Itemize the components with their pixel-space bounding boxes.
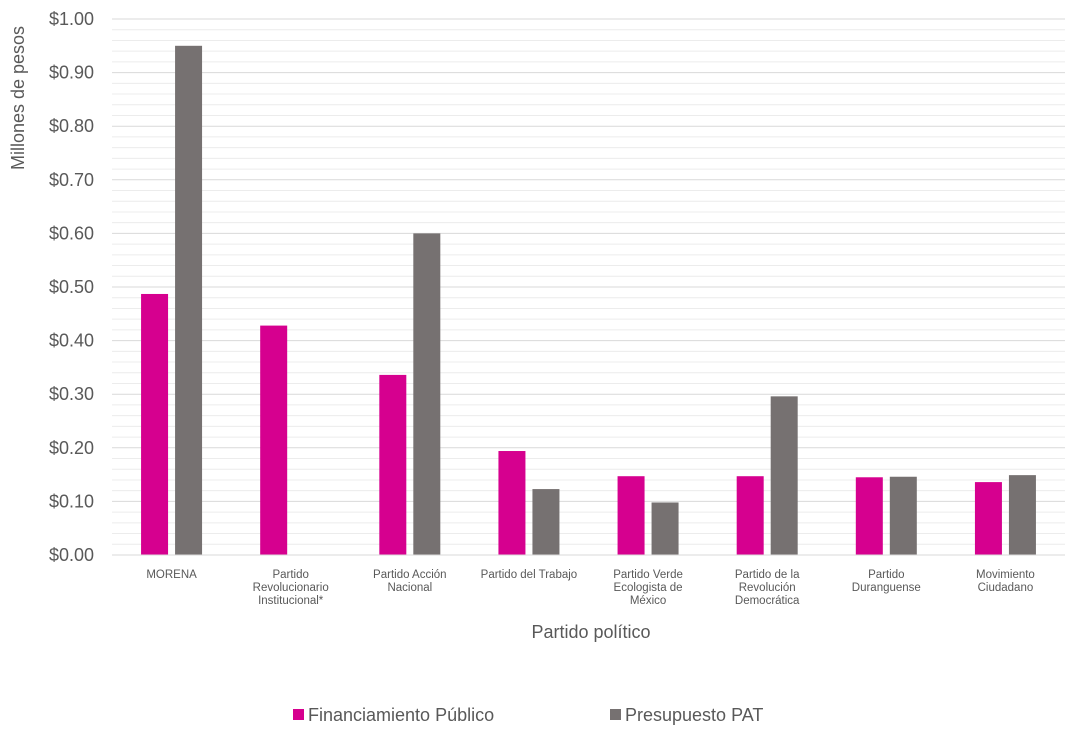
x-tick-label-line: Partido de la: [735, 569, 800, 581]
bar-presupuesto-2: [413, 233, 441, 555]
x-tick-label: Partido del Trabajo: [481, 569, 578, 581]
x-tick-label-line: Ciudadano: [978, 582, 1034, 594]
x-tick-label-line: Revolución: [739, 582, 796, 594]
x-tick-label-line: Ecologista de: [614, 582, 683, 594]
x-tick-label: Partido Revolucionario Institucional*: [253, 569, 329, 607]
x-tick-label: Partido Acción Nacional: [373, 569, 447, 594]
y-tick-label: $1.00: [49, 9, 94, 29]
bar-presupuesto-7: [1008, 475, 1036, 555]
bars: [141, 45, 1036, 556]
x-tick-label-line: México: [630, 595, 666, 607]
x-tick-label-line: Nacional: [387, 582, 432, 594]
y-tick-label: $0.40: [49, 331, 94, 351]
y-axis-tick-labels: $0.00 $0.10 $0.20 $0.30 $0.40 $0.50 $0.60 $0.70…: [49, 9, 94, 565]
bar-financiamiento-7: [974, 482, 1002, 555]
x-tick-label: Movimiento Ciudadano: [976, 569, 1035, 594]
x-tick-label-line: Partido: [868, 569, 904, 581]
y-tick-label: $0.70: [49, 170, 94, 190]
bar-presupuesto-5: [770, 396, 798, 555]
bar-financiamiento-4: [617, 476, 645, 555]
x-tick-label: Partido Verde Ecologista de México: [613, 569, 683, 607]
legend-swatch-1: [610, 709, 621, 720]
x-tick-label-line: Movimiento: [976, 569, 1035, 581]
y-tick-label: $0.80: [49, 116, 94, 136]
x-tick-label-line: Revolucionario: [253, 582, 329, 594]
x-tick-label-line: MORENA: [146, 569, 197, 581]
y-tick-label: $0.60: [49, 223, 94, 243]
x-tick-label-line: Partido Acción: [373, 569, 447, 581]
x-tick-label: Partido Duranguense: [852, 569, 921, 594]
x-tick-label-line: Democrática: [735, 595, 800, 607]
x-tick-label: MORENA: [146, 569, 197, 581]
y-tick-label: $0.50: [49, 277, 94, 297]
y-tick-label: $0.10: [49, 491, 94, 511]
y-tick-label: $0.30: [49, 384, 94, 404]
bar-financiamiento-5: [736, 476, 764, 555]
legend-label-0: Financiamiento Público: [308, 705, 494, 725]
gridlines: [112, 18, 1065, 556]
x-tick-label-line: Partido del Trabajo: [481, 569, 578, 581]
bar-presupuesto-4: [651, 502, 679, 555]
bar-financiamiento-0: [141, 293, 169, 555]
x-tick-label-line: Partido Verde: [613, 569, 683, 581]
bar-financiamiento-3: [498, 451, 526, 555]
bar-presupuesto-0: [175, 45, 203, 556]
bar-presupuesto-6: [889, 476, 917, 555]
x-tick-label-line: Partido: [272, 569, 308, 581]
x-tick-label-line: Duranguense: [852, 582, 921, 594]
x-tick-label: Partido de la Revolución Democrática: [735, 569, 800, 607]
x-axis-tick-labels: MORENA Partido Revolucionario Institucional…: [146, 569, 1035, 607]
legend-label-1: Presupuesto PAT: [625, 705, 763, 725]
bar-presupuesto-3: [532, 489, 560, 555]
bar-financiamiento-1: [260, 325, 288, 555]
x-tick-label-line: Institucional*: [258, 595, 324, 607]
y-axis-title: Millones de pesos: [8, 26, 28, 170]
y-tick-label: $0.00: [49, 545, 94, 565]
legend-swatch-0: [293, 709, 304, 720]
y-tick-label: $0.20: [49, 438, 94, 458]
y-tick-label: $0.90: [49, 63, 94, 83]
bar-financiamiento-2: [379, 374, 407, 555]
legend: Financiamiento Público Presupuesto PAT: [293, 705, 763, 725]
x-axis-title: Partido político: [531, 622, 650, 642]
bar-financiamiento-6: [855, 477, 883, 555]
